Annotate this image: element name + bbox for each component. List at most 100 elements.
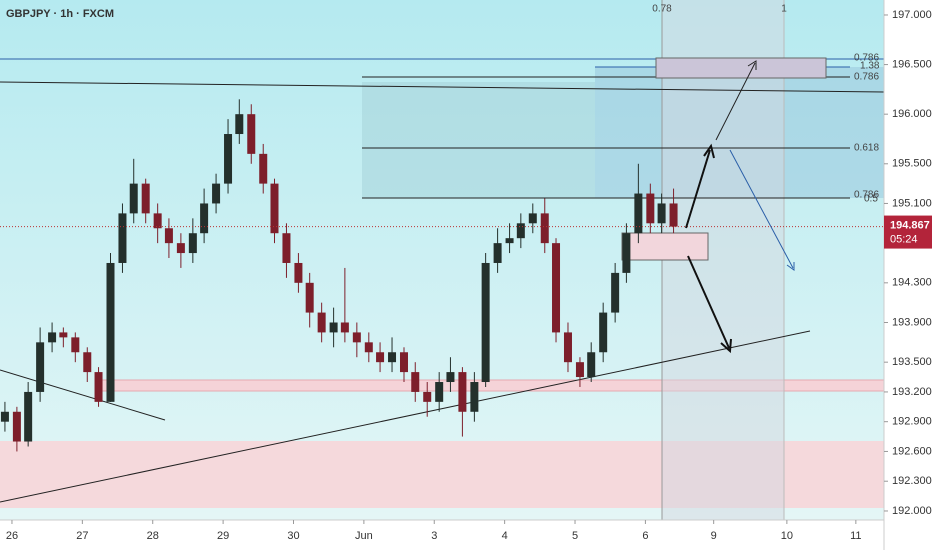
chart-title: GBPJPY · 1h · FXCM — [6, 8, 114, 20]
arrows — [715, 60, 757, 141]
last-price-box — [884, 215, 932, 249]
candle-body — [212, 183, 221, 204]
y-tick-label: 197.000 — [892, 9, 932, 21]
trend-line — [0, 330, 811, 503]
candle-body — [611, 272, 620, 313]
x-tick-label: 26 — [6, 530, 18, 542]
candle-body — [540, 213, 549, 244]
y-tick-label: 193.500 — [892, 356, 932, 368]
candle-body — [657, 203, 666, 224]
candle-body — [270, 183, 279, 234]
candle-body — [622, 233, 631, 273]
candle-body — [36, 342, 45, 392]
annotation: 1 — [781, 4, 787, 15]
candle-body — [141, 183, 150, 214]
candle-body — [282, 233, 291, 263]
candle-body — [235, 114, 244, 135]
candle-body — [305, 282, 314, 313]
time-axis — [0, 520, 884, 550]
y-tick-label: 193.900 — [892, 316, 932, 328]
trend-line — [0, 81, 885, 93]
target-box — [655, 57, 827, 79]
candle-body — [48, 332, 57, 343]
candle-body — [224, 134, 233, 184]
candle-body — [317, 312, 326, 333]
candle-body — [364, 342, 373, 353]
candle-body — [458, 372, 467, 412]
candle-body — [12, 411, 21, 442]
y-tick-label: 196.500 — [892, 58, 932, 70]
annotation: 0.5 — [864, 194, 878, 205]
trend-line — [0, 369, 166, 421]
candle-body — [516, 223, 525, 239]
candle-body — [352, 332, 361, 343]
candle-body — [669, 203, 678, 227]
candle-body — [646, 193, 655, 224]
candle-body — [188, 233, 197, 254]
candle-body — [599, 312, 608, 353]
candle-body — [423, 391, 432, 402]
annotation: 0.786 — [854, 190, 879, 201]
x-tick-label: 6 — [642, 530, 648, 542]
candle-body — [329, 322, 338, 333]
arrow — [715, 60, 757, 141]
candle-body — [247, 114, 256, 154]
candle-body — [176, 243, 185, 254]
x-tick-label: 10 — [781, 530, 793, 542]
y-tick-label: 192.000 — [892, 505, 932, 517]
candle-body — [435, 382, 444, 402]
candle-body — [634, 193, 643, 234]
annotation: 0.786 — [854, 53, 879, 64]
candle-body — [164, 228, 173, 244]
annotation: 0.618 — [854, 143, 879, 154]
x-tick-label: 4 — [502, 530, 508, 542]
last-price-label: 194.867 — [890, 219, 930, 231]
y-tick-label: 196.000 — [892, 108, 932, 120]
candle-body — [563, 332, 572, 363]
candle-body — [129, 183, 138, 214]
y-tick-label: 195.100 — [892, 197, 932, 209]
candle-body — [340, 322, 349, 333]
candle-body — [493, 243, 502, 263]
arrow — [685, 143, 715, 229]
y-tick-label: 192.300 — [892, 475, 932, 487]
x-tick-label: 9 — [711, 530, 717, 542]
candle-body — [71, 337, 80, 353]
candle-body — [399, 352, 408, 373]
x-tick-label: 5 — [572, 530, 578, 542]
candle-body — [106, 262, 115, 402]
candle-body — [388, 352, 397, 363]
y-tick-label: 193.200 — [892, 386, 932, 398]
x-tick-label: Jun — [355, 530, 373, 542]
candle-body — [259, 153, 268, 184]
annotation: 0.786 — [854, 72, 879, 83]
candle-body — [587, 352, 596, 378]
arrow — [729, 149, 795, 271]
candle-body — [83, 352, 92, 373]
candle-body — [505, 238, 514, 244]
x-tick-label: 29 — [217, 530, 229, 542]
entry-box — [621, 232, 709, 261]
y-tick-label: 192.900 — [892, 416, 932, 428]
x-tick-label: 11 — [850, 530, 861, 542]
candle-body — [552, 243, 561, 333]
candle-body — [446, 372, 455, 383]
candle-body — [470, 382, 479, 412]
candle-body — [153, 213, 162, 229]
candle-body — [411, 372, 420, 392]
x-tick-label: 28 — [147, 530, 159, 542]
y-tick-label: 195.500 — [892, 158, 932, 170]
price-axis — [884, 0, 932, 550]
arrow — [687, 255, 732, 354]
x-tick-label: 3 — [431, 530, 437, 542]
annotation: 1.38 — [860, 61, 880, 72]
x-tick-label: 30 — [287, 530, 299, 542]
candle-body — [59, 332, 68, 338]
fib-zone — [362, 82, 595, 198]
candle-body — [118, 213, 127, 263]
candle-body — [481, 262, 490, 383]
countdown-label: 05:24 — [890, 233, 918, 245]
candle-body — [200, 203, 209, 234]
candle-body — [575, 362, 584, 378]
